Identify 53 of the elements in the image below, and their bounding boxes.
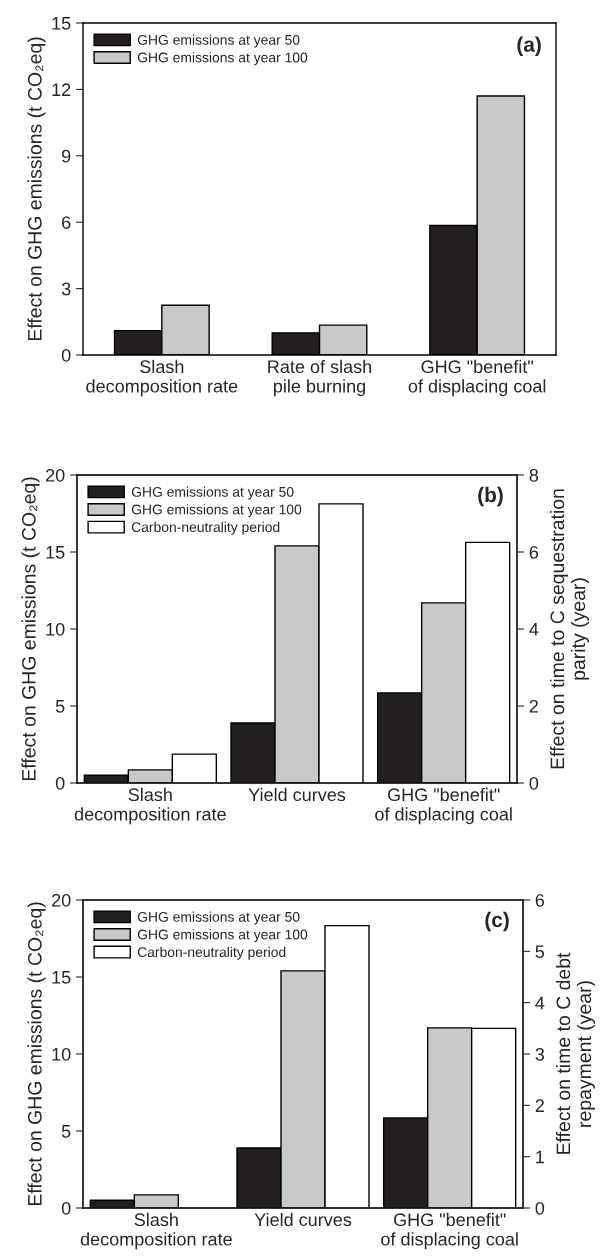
y2-tick-label: 2 bbox=[529, 699, 538, 713]
y-tick-label: 6 bbox=[62, 216, 71, 229]
y2-tick-label: 4 bbox=[529, 623, 539, 636]
y-tick-label: 15 bbox=[52, 17, 71, 30]
y-tick-label: 5 bbox=[55, 700, 65, 713]
y-tick-label: 0 bbox=[61, 1201, 71, 1215]
y-tick-label: 9 bbox=[62, 149, 71, 163]
y2-tick-label: 6 bbox=[535, 893, 545, 907]
y-tick-label: 15 bbox=[52, 971, 71, 984]
x-tick-label: Slash decomposition rate bbox=[86, 359, 238, 397]
x-tick-label: Slash decomposition rate bbox=[80, 1212, 232, 1250]
y-tick-label: 20 bbox=[46, 468, 65, 482]
legend-label: GHG emissions at year 100 bbox=[131, 504, 302, 518]
legend-label: GHG emissions at year 50 bbox=[137, 34, 300, 48]
y-tick-label: 0 bbox=[61, 348, 71, 362]
y-tick-label: 0 bbox=[55, 776, 65, 790]
y2-tick-label: 3 bbox=[535, 1047, 545, 1061]
y-tick-label: 5 bbox=[61, 1125, 71, 1138]
y-tick-label: 3 bbox=[61, 282, 71, 296]
x-tick-label: Yield curves bbox=[248, 787, 346, 802]
annotation: (c) bbox=[485, 911, 509, 932]
y2-tick-label: 0 bbox=[529, 776, 539, 790]
x-tick-label: Slash decomposition rate bbox=[74, 787, 226, 825]
annotation: (b) bbox=[478, 486, 503, 507]
y2-tick-label: 1 bbox=[536, 1150, 544, 1164]
y2-axis-title: Effect on time to C debt repayment (year) bbox=[555, 952, 596, 1154]
x-tick-label: GHG "benefit" of displacing coal bbox=[375, 787, 512, 825]
legend-label: GHG emissions at year 50 bbox=[131, 486, 294, 500]
y2-tick-label: 2 bbox=[535, 1099, 544, 1112]
y-tick-label: 10 bbox=[52, 1047, 71, 1061]
annotation: (a) bbox=[517, 36, 541, 56]
y2-tick-label: 6 bbox=[529, 545, 539, 559]
legend-label: GHG emissions at year 100 bbox=[137, 929, 308, 943]
x-tick-label: GHG "benefit" of displacing coal bbox=[408, 359, 546, 397]
y2-axis-title: Effect on time to C sequestration parity (year) bbox=[549, 489, 590, 769]
y-axis-title: Effect on GHG emissions (t CO₂eq) bbox=[21, 477, 40, 781]
y2-tick-label: 5 bbox=[535, 945, 545, 959]
x-tick-label: Rate of slash pile burning bbox=[268, 359, 372, 397]
y-tick-label: 12 bbox=[52, 83, 71, 96]
y-axis-title: Effect on GHG emissions (t CO₂eq) bbox=[27, 37, 46, 341]
y2-tick-label: 8 bbox=[529, 468, 539, 482]
y2-tick-label: 4 bbox=[535, 996, 545, 1010]
y2-tick-label: 0 bbox=[535, 1201, 545, 1215]
y-axis-title: Effect on GHG emissions (t CO₂eq) bbox=[27, 902, 46, 1206]
y-tick-label: 10 bbox=[46, 622, 65, 636]
legend-label: GHG emissions at year 100 bbox=[137, 52, 308, 66]
legend-label: Carbon-neutrality period bbox=[131, 521, 280, 535]
x-tick-label: GHG "benefit" of displacing coal bbox=[381, 1212, 518, 1250]
y-tick-label: 15 bbox=[46, 546, 65, 559]
legend-label: GHG emissions at year 50 bbox=[137, 911, 300, 925]
legend-label: Carbon-neutrality period bbox=[137, 946, 286, 960]
y-tick-label: 20 bbox=[52, 893, 71, 907]
x-tick-label: Yield curves bbox=[254, 1212, 352, 1227]
